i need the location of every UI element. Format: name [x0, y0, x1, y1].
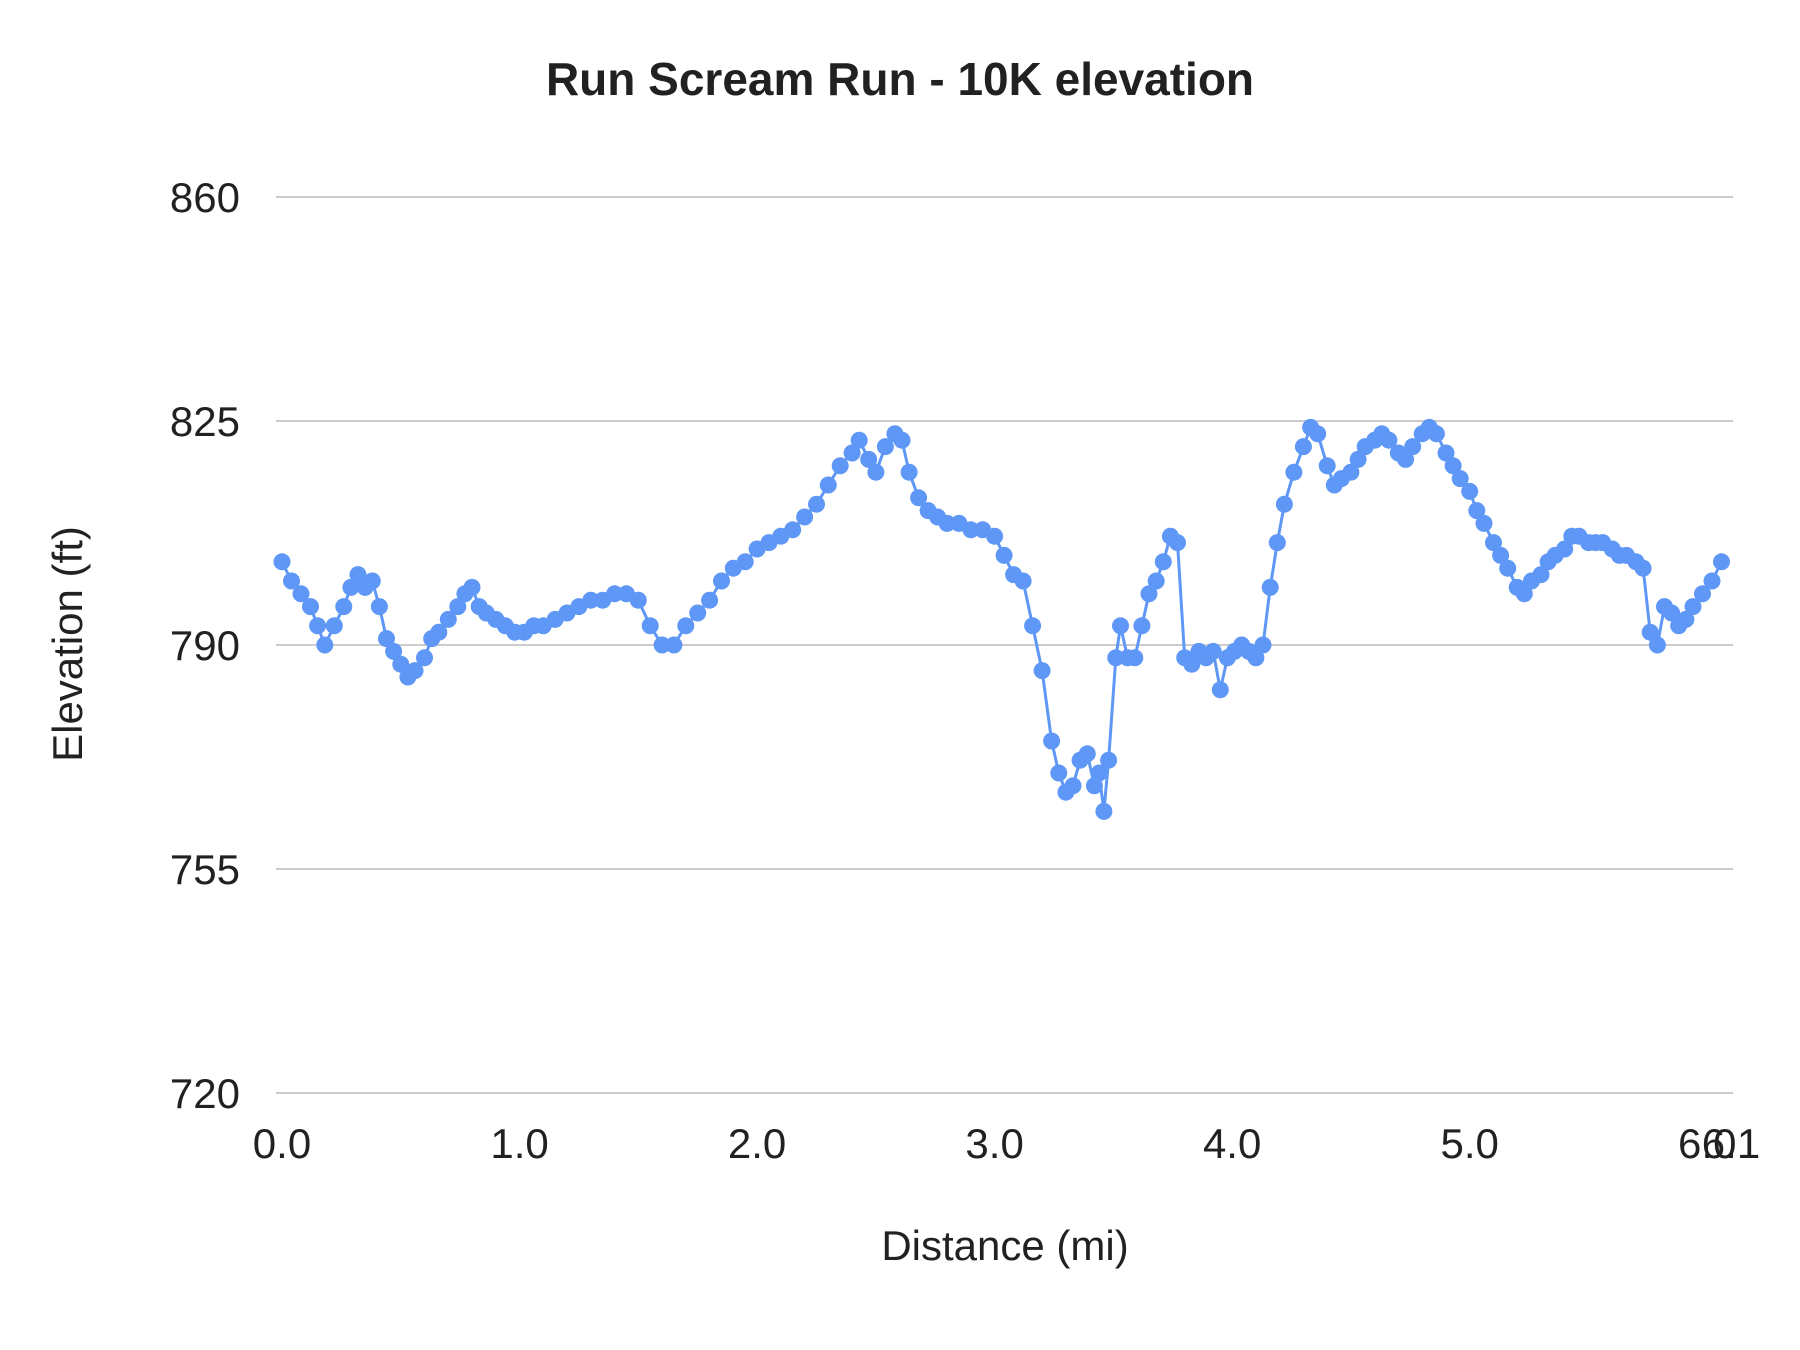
svg-text:4.0: 4.0 [1203, 1120, 1261, 1167]
svg-text:2.0: 2.0 [728, 1120, 786, 1167]
svg-text:6.1: 6.1 [1702, 1120, 1760, 1167]
gridlines [276, 196, 1733, 1094]
elevation-series [273, 418, 1730, 820]
svg-text:1.0: 1.0 [490, 1120, 548, 1167]
svg-text:0.0: 0.0 [253, 1120, 311, 1167]
svg-text:3.0: 3.0 [965, 1120, 1023, 1167]
svg-text:5.0: 5.0 [1441, 1120, 1499, 1167]
svg-text:6.0: 6.0 [1678, 1120, 1736, 1167]
chart-title: Run Scream Run - 10K elevation [545, 53, 1255, 105]
y-axis-tick-labels: 860 825 790 755 720 [170, 174, 240, 1117]
x-axis-title: Distance (mi) [881, 1222, 1129, 1269]
svg-text:825: 825 [170, 398, 240, 445]
svg-text:755: 755 [170, 846, 240, 893]
svg-text:720: 720 [170, 1070, 240, 1117]
svg-text:860: 860 [170, 174, 240, 221]
svg-text:790: 790 [170, 622, 240, 669]
x-axis-tick-labels: 0.0 1.0 2.0 3.0 4.0 5.0 6.06.1 [253, 1120, 1760, 1167]
